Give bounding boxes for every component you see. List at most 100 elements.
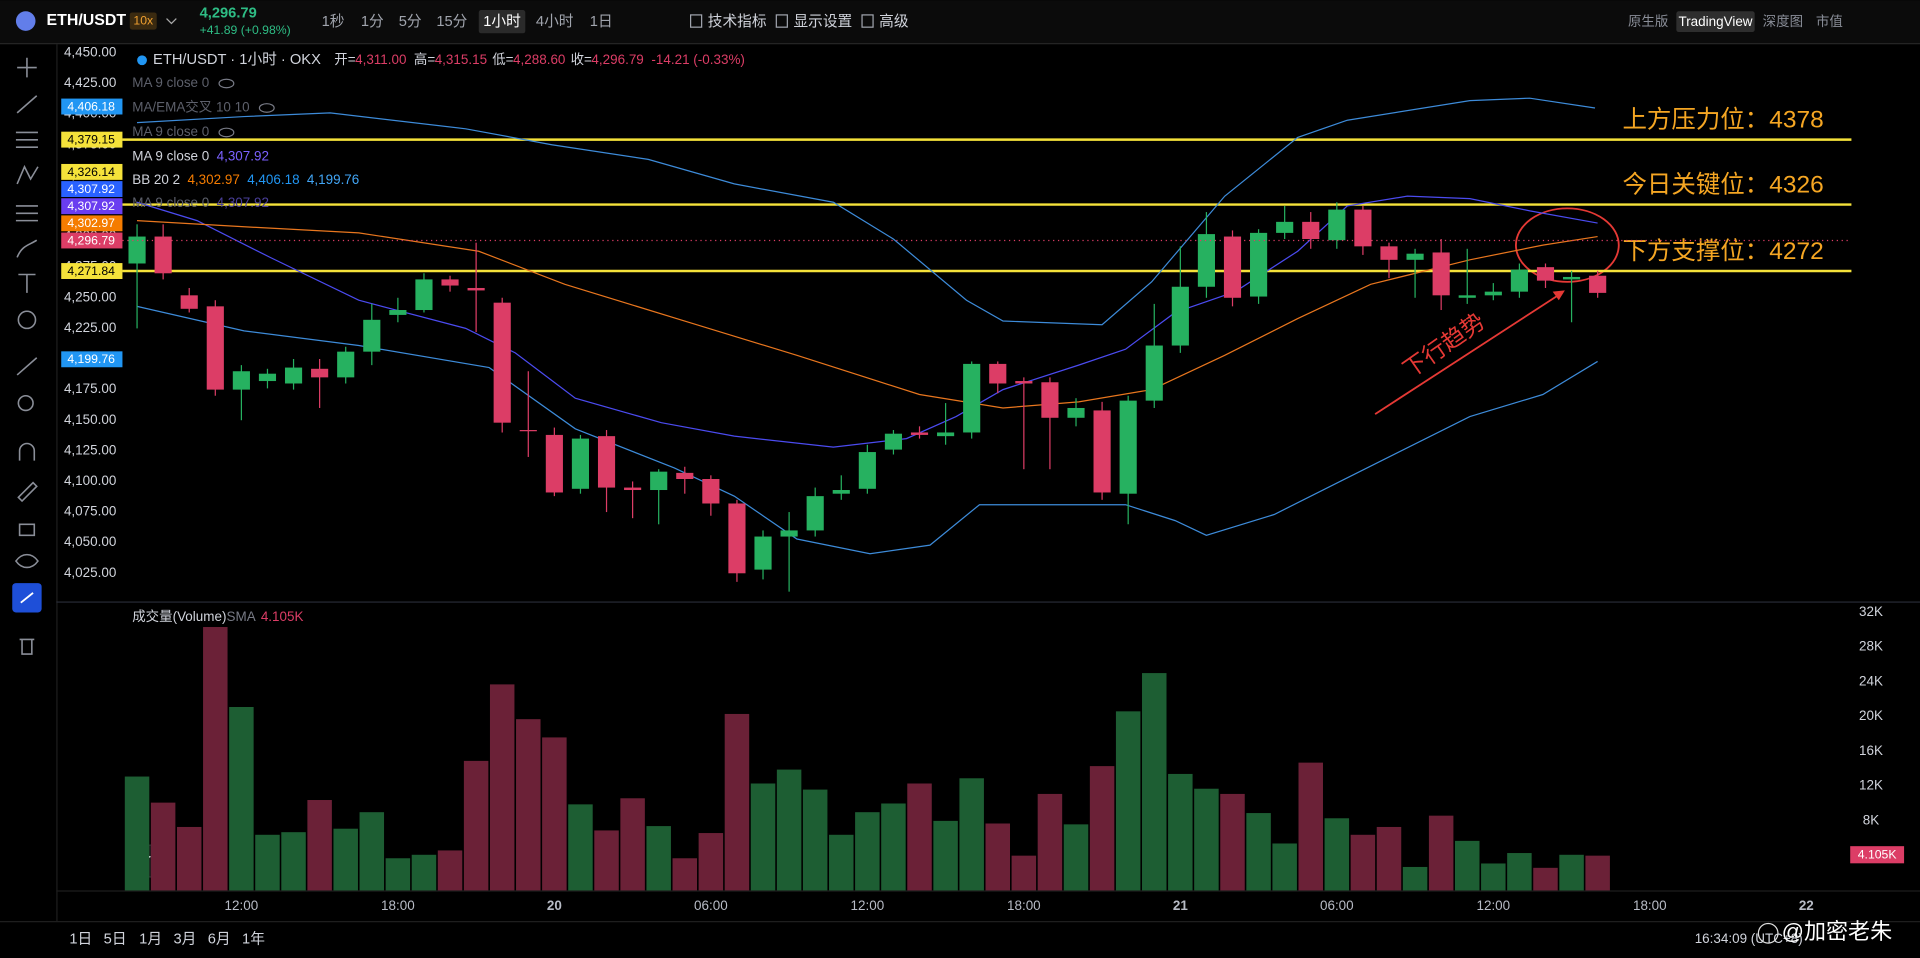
indicator-line bbox=[136, 97, 1596, 326]
left-toolbar bbox=[14, 57, 39, 655]
indicator-value: 4,307.92 bbox=[217, 149, 269, 164]
x-tick-label: 18:00 bbox=[1633, 898, 1667, 913]
crosshair-tool[interactable] bbox=[17, 57, 37, 78]
symbol-dropdown[interactable] bbox=[166, 18, 177, 25]
candle-body bbox=[1406, 253, 1424, 260]
volume-bar bbox=[776, 769, 802, 891]
interval[interactable]: 4小时 bbox=[536, 13, 574, 30]
volume-tick-label: 16K bbox=[1859, 743, 1883, 758]
range-button[interactable]: 3月 bbox=[173, 931, 196, 947]
y-tick-label: 4,225.00 bbox=[64, 320, 116, 335]
range-button[interactable]: 1月 bbox=[139, 931, 162, 947]
volume-tick-label: 24K bbox=[1859, 673, 1883, 688]
view[interactable]: 市值 bbox=[1816, 13, 1843, 29]
text-tool[interactable] bbox=[18, 273, 36, 293]
price-badge bbox=[61, 163, 123, 180]
ruler-tool[interactable] bbox=[16, 357, 38, 376]
indicator-label[interactable]: MA 9 close 0 bbox=[132, 149, 209, 164]
candle-body bbox=[597, 436, 616, 488]
candle-body bbox=[1119, 400, 1137, 494]
y-tick-label: 4,025.00 bbox=[64, 565, 116, 580]
range-button[interactable]: 5日 bbox=[104, 931, 127, 947]
leverage-badge[interactable] bbox=[129, 12, 157, 30]
pattern-tool[interactable] bbox=[16, 164, 39, 185]
volume-bar bbox=[1115, 711, 1141, 891]
indicator-label[interactable]: MA/EMA交叉 10 10 bbox=[132, 99, 249, 115]
candle-body bbox=[206, 306, 224, 390]
view[interactable]: TradingView bbox=[1678, 14, 1752, 29]
watermark-icon bbox=[1757, 922, 1779, 944]
volume-bar bbox=[1533, 867, 1558, 891]
candle-body bbox=[493, 302, 511, 423]
indicator-line bbox=[136, 195, 1598, 448]
watermark: @加密老朱 bbox=[1782, 919, 1893, 944]
interval[interactable]: 1小时 bbox=[483, 13, 521, 30]
indicator-value: 4,302.97 bbox=[187, 172, 239, 187]
volume-bar bbox=[855, 812, 880, 891]
y-tick-label: 4,150.00 bbox=[64, 412, 116, 427]
fib-tool[interactable] bbox=[15, 131, 38, 148]
line-tool[interactable] bbox=[16, 95, 38, 114]
interval[interactable]: 15分 bbox=[436, 13, 467, 30]
indicator-label[interactable]: MA 9 close 0 bbox=[132, 124, 209, 139]
volume-bar bbox=[1272, 843, 1297, 891]
eye-icon[interactable] bbox=[218, 78, 235, 89]
lock-tool[interactable] bbox=[18, 523, 36, 537]
price-badge-label: 4,307.92 bbox=[67, 199, 115, 213]
tool[interactable]: 技术指标 bbox=[708, 13, 767, 30]
interval[interactable]: 1日 bbox=[590, 14, 613, 30]
magnet-tool[interactable] bbox=[18, 442, 36, 461]
interval[interactable]: 5分 bbox=[399, 13, 422, 30]
volume-sma-badge bbox=[1850, 846, 1905, 864]
range-button[interactable]: 1日 bbox=[69, 931, 92, 947]
volume-bar bbox=[516, 719, 541, 891]
candle-body bbox=[311, 368, 329, 378]
volume-tick-label: 12K bbox=[1859, 778, 1883, 793]
interval[interactable]: 1秒 bbox=[322, 13, 345, 30]
legend-key: 低= bbox=[492, 52, 513, 67]
x-tick-label: 18:00 bbox=[1007, 898, 1041, 913]
hide-tool[interactable] bbox=[14, 553, 39, 569]
candle-body bbox=[754, 536, 772, 570]
volume-bar bbox=[437, 850, 463, 891]
range-button[interactable]: 6月 bbox=[208, 931, 231, 947]
volume-bar bbox=[1168, 773, 1193, 891]
candle-body bbox=[1458, 295, 1476, 298]
legend-value: 4,311.00 bbox=[355, 52, 406, 67]
tool-icon bbox=[775, 14, 788, 28]
view[interactable]: 原生版 bbox=[1628, 14, 1668, 29]
lock-draw-tool[interactable] bbox=[17, 481, 38, 503]
eye-icon[interactable] bbox=[258, 103, 275, 113]
candle-body bbox=[232, 371, 250, 390]
tool[interactable]: 高级 bbox=[879, 13, 909, 30]
view[interactable]: 深度图 bbox=[1763, 14, 1803, 29]
candle-body bbox=[1223, 236, 1242, 298]
volume-bar bbox=[281, 832, 306, 891]
indicator-label[interactable]: MA 9 close 0 bbox=[132, 195, 209, 210]
range-button[interactable]: 1年 bbox=[242, 930, 265, 947]
price-badge bbox=[61, 131, 123, 148]
eye-icon[interactable] bbox=[218, 127, 235, 138]
indicator-label[interactable]: MA 9 close 0 bbox=[132, 75, 209, 90]
indicator-label[interactable]: BB 20 2 bbox=[132, 172, 180, 187]
candle-body bbox=[545, 434, 563, 493]
candle-body bbox=[467, 287, 485, 291]
measure-tool[interactable] bbox=[15, 205, 38, 222]
volume-bar bbox=[620, 798, 645, 891]
volume-bar bbox=[1454, 840, 1480, 891]
candle-body bbox=[832, 490, 850, 494]
volume-bar bbox=[698, 833, 724, 891]
link-icon bbox=[20, 592, 34, 604]
zoom-tool[interactable] bbox=[17, 394, 34, 412]
symbol[interactable]: ETH/USDT bbox=[47, 12, 127, 29]
brush-tool[interactable] bbox=[16, 239, 38, 258]
volume-bar bbox=[985, 823, 1011, 891]
level-note: 上方压力位：4378 bbox=[1622, 106, 1823, 134]
delete-tool[interactable] bbox=[19, 638, 35, 655]
interval[interactable]: 1分 bbox=[361, 13, 384, 30]
volume-bar bbox=[124, 776, 150, 891]
tool[interactable]: 显示设置 bbox=[793, 13, 852, 30]
volume-title: 成交量(Volume) bbox=[132, 608, 226, 624]
emoji-tool[interactable] bbox=[17, 310, 37, 330]
